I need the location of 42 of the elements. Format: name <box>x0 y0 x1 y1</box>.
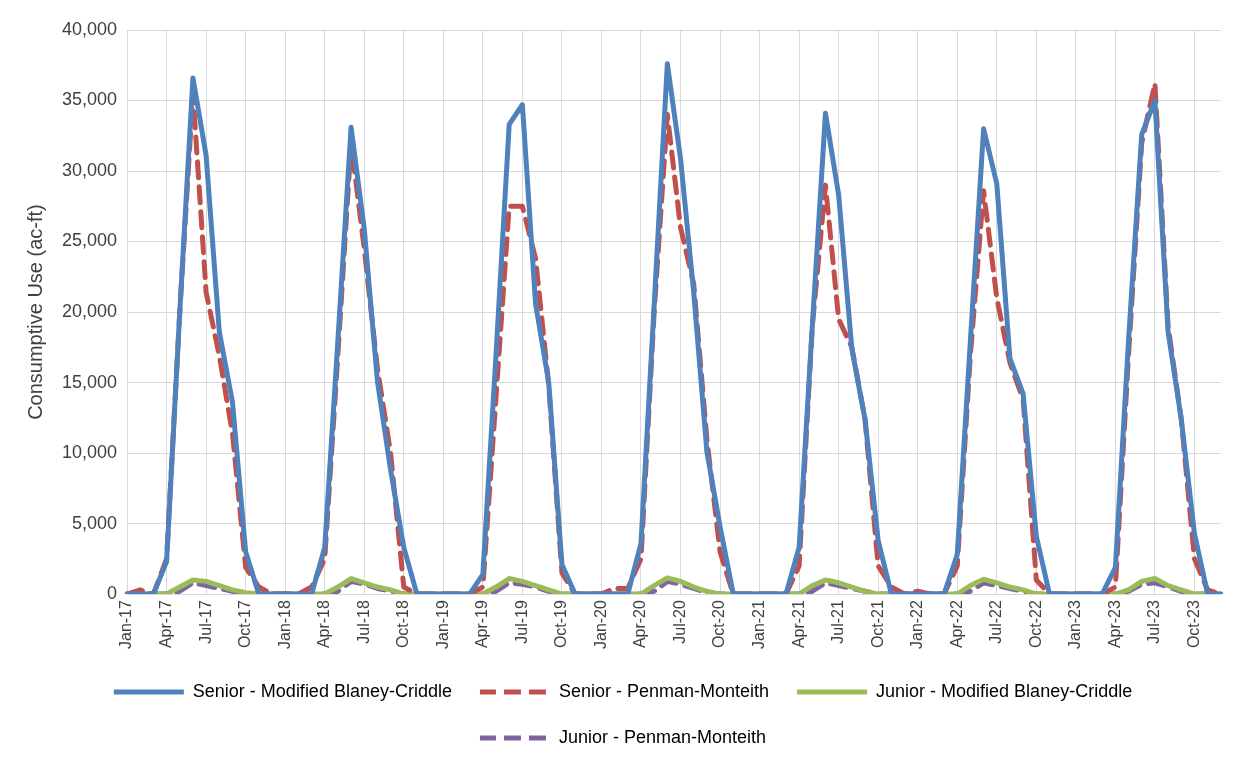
y-tick-label: 10,000 <box>61 442 118 463</box>
x-tick-label: Jan-17 <box>117 599 135 649</box>
x-tick-label: Jan-21 <box>749 599 767 649</box>
y-tick-label: 40,000 <box>61 18 118 39</box>
x-tick-label: Oct-23 <box>1184 599 1202 649</box>
x-tick-label: Jul-23 <box>1145 599 1163 644</box>
legend-label: Junior - Modified Blaney-Criddle <box>876 680 1133 701</box>
x-tick-label: Apr-20 <box>631 599 649 649</box>
x-tick-label: Jan-20 <box>591 599 609 649</box>
y-tick-label: 0 <box>107 583 118 604</box>
x-tick-label: Jan-18 <box>275 599 293 649</box>
x-tick-label: Apr-21 <box>789 599 807 649</box>
y-tick-label: 30,000 <box>61 159 118 180</box>
y-tick-label: 15,000 <box>61 371 118 392</box>
x-tick-label: Oct-20 <box>710 599 728 649</box>
x-tick-label: Jan-23 <box>1066 599 1084 649</box>
x-tick-label: Oct-22 <box>1026 599 1044 649</box>
y-tick-label: 25,000 <box>61 230 118 251</box>
x-tick-label: Jul-17 <box>196 599 214 644</box>
y-tick-label: 20,000 <box>61 301 118 322</box>
x-tick-label: Apr-23 <box>1105 599 1123 649</box>
x-tick-label: Jul-20 <box>670 599 688 644</box>
x-tick-label: Jul-19 <box>512 599 530 644</box>
x-tick-label: Jul-18 <box>354 599 372 644</box>
x-tick-label: Oct-21 <box>868 599 886 649</box>
x-tick-label: Oct-17 <box>236 599 254 649</box>
y-axis-title: Consumptive Use (ac-ft) <box>23 204 46 420</box>
x-tick-label: Jul-22 <box>987 599 1005 644</box>
x-tick-label: Apr-19 <box>473 599 491 649</box>
legend-label: Junior - Penman-Monteith <box>558 726 767 747</box>
y-tick-label: 5,000 <box>72 512 118 533</box>
x-tick-label: Jan-22 <box>908 599 926 649</box>
x-tick-label: Oct-18 <box>394 599 412 649</box>
legend-label: Senior - Penman-Monteith <box>558 680 770 701</box>
legend-label: Senior - Modified Blaney-Criddle <box>192 680 452 701</box>
x-tick-label: Apr-22 <box>947 599 965 649</box>
x-tick-label: Jul-21 <box>829 599 847 644</box>
x-tick-label: Oct-19 <box>552 599 570 649</box>
x-tick-label: Apr-17 <box>156 599 174 649</box>
x-tick-label: Apr-18 <box>315 599 333 649</box>
x-tick-label: Jan-19 <box>433 599 451 649</box>
y-tick-label: 35,000 <box>61 89 118 110</box>
